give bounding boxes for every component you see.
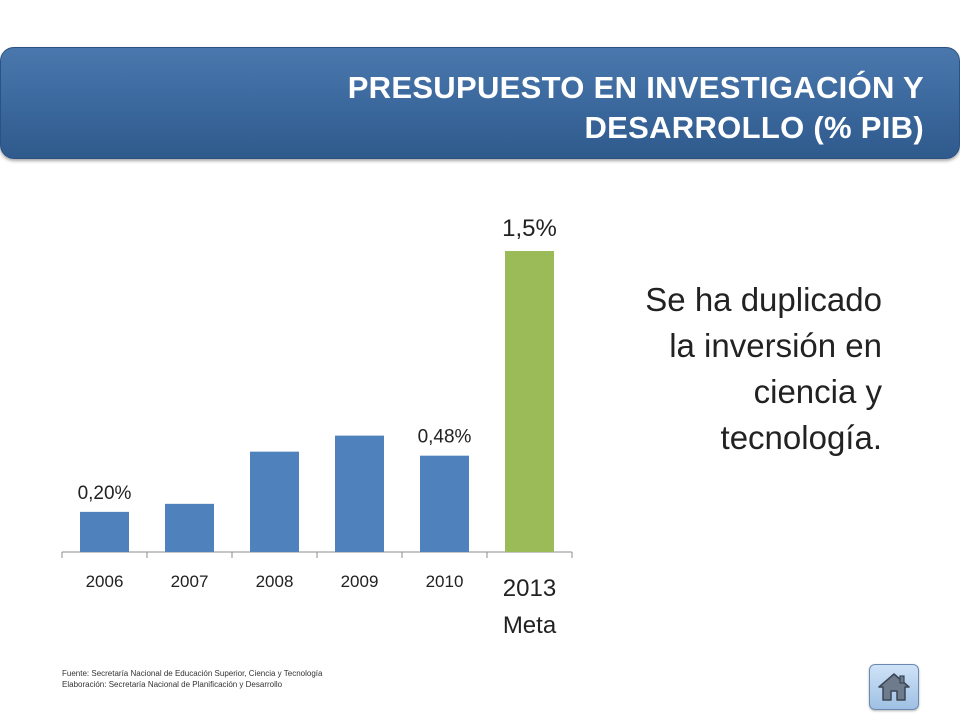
bar-2008 — [250, 451, 299, 552]
x-tick-label: 2013 — [503, 575, 556, 602]
side-note: Se ha duplicado la inversión en ciencia … — [645, 281, 882, 456]
data-label: 1,5% — [502, 215, 557, 242]
bar-2007 — [165, 503, 214, 552]
bar-2010 — [420, 455, 469, 552]
source-note: Fuente: Secretaría Nacional de Educación… — [62, 669, 323, 689]
home-button[interactable] — [869, 664, 919, 710]
bar-2009 — [335, 435, 384, 552]
data-label: 0,48% — [418, 427, 472, 448]
data-label: 0,20% — [78, 483, 132, 504]
home-icon — [878, 673, 910, 701]
x-tick-label: 2009 — [341, 572, 379, 591]
x-tick-label: 2008 — [256, 572, 294, 591]
title-banner: PRESUPUESTO EN INVESTIGACIÓN Y DESARROLL… — [0, 47, 960, 159]
page-title: PRESUPUESTO EN INVESTIGACIÓN Y DESARROLL… — [347, 70, 924, 145]
x-tick-sublabel: Meta — [503, 612, 557, 639]
x-tick-label: 2007 — [171, 572, 209, 591]
bar-2013 — [505, 251, 554, 552]
bar-2006 — [80, 511, 129, 552]
x-tick-label: 2006 — [86, 572, 124, 591]
chart-marks: 2006 0,20% 2007 2008 2009 2010 0,48% 2013 Meta 1,… — [61, 215, 573, 639]
x-tick-label: 2010 — [426, 572, 464, 591]
